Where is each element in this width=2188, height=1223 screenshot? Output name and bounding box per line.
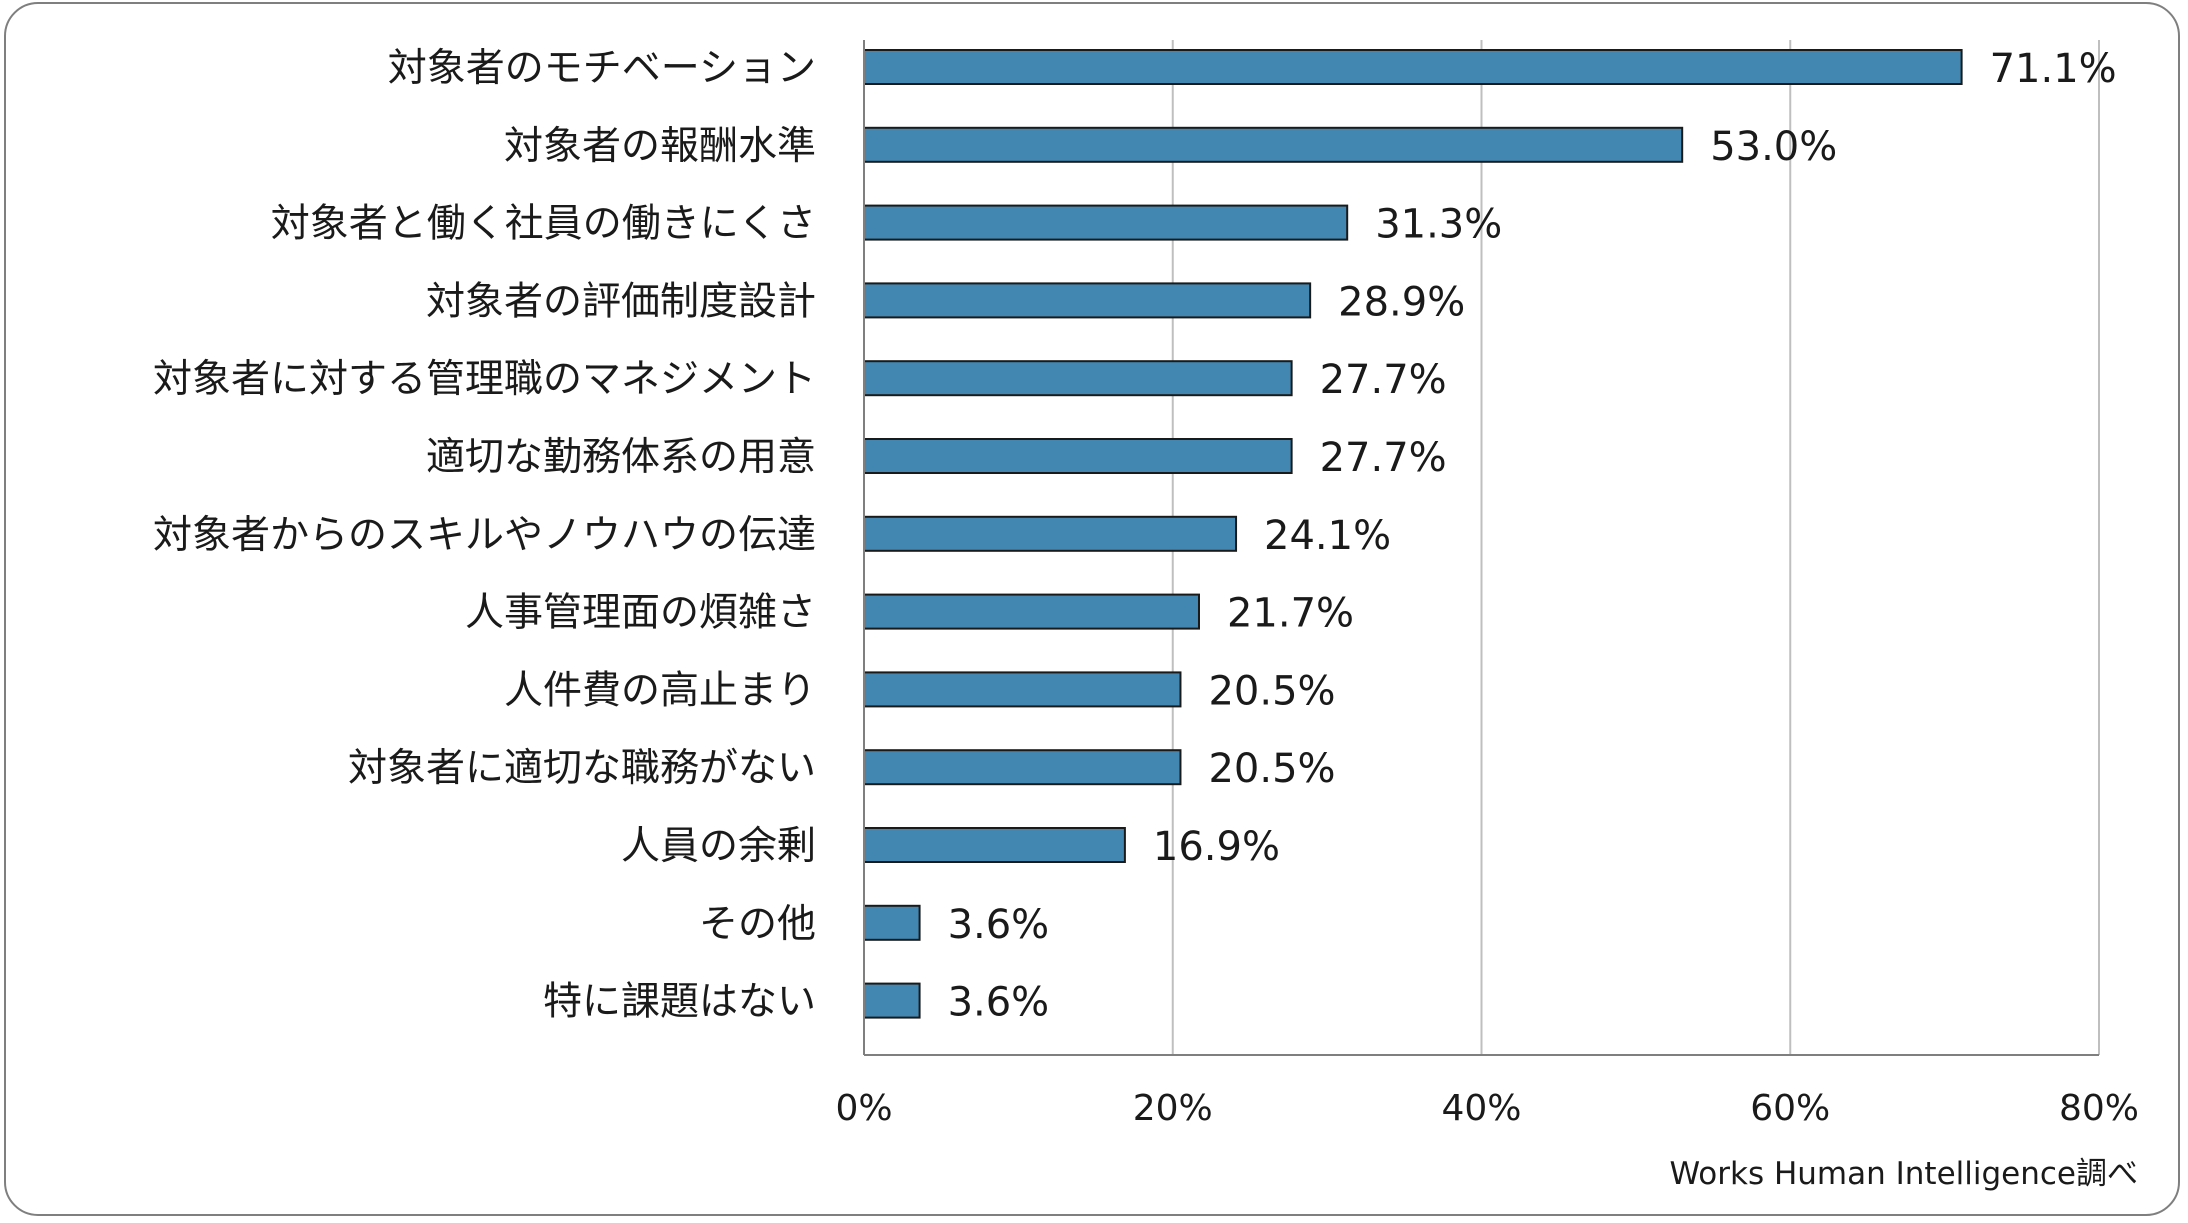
bar [863,204,1349,241]
bar [863,827,1126,863]
category-label: 対象者に対する管理職のマネジメント [153,357,816,402]
bar [863,126,1684,163]
labels: 0% 20% 40% 60% 80% 対象者のモチベーション 71.1% 対象者の報酬水準 53… [153,46,2139,1129]
x-tick-label: 80% [2059,1088,2139,1129]
category-label: 対象者の評価制度設計 [426,279,816,324]
bar [863,982,921,1019]
bar [863,438,1293,474]
data-label: 3.6% [948,902,1050,948]
data-label: 24.1% [1264,513,1391,559]
data-label: 71.1% [1990,46,2117,92]
category-label: 対象者に適切な職務がない [348,746,816,791]
bar [863,515,1238,552]
category-label: 対象者の報酬水準 [504,124,816,169]
data-label: 27.7% [1320,357,1447,403]
bar [863,671,1182,708]
category-label: 人事管理面の煩雑さ [465,591,816,636]
data-label: 31.3% [1375,202,1502,248]
data-label: 20.5% [1208,668,1335,714]
category-label: 対象者のモチベーション [388,46,816,91]
category-label: 特に課題はない [543,980,816,1025]
bar [863,49,1963,85]
bar [863,593,1200,630]
bars [863,49,1963,1019]
data-label: 16.9% [1153,824,1280,870]
bar [863,904,921,941]
x-tick-label: 40% [1441,1088,1521,1129]
category-label: 適切な勤務体系の用意 [426,435,816,480]
data-label: 27.7% [1320,435,1447,481]
x-tick-label: 60% [1750,1088,1830,1129]
category-label: その他 [699,902,816,947]
bar [863,282,1312,319]
data-label: 53.0% [1710,124,1837,170]
axes [863,40,2099,1056]
bar [863,749,1182,786]
x-tick-label: 0% [835,1088,892,1129]
category-label: 対象者からのスキルやノウハウの伝達 [153,513,816,558]
category-label: 対象者と働く社員の働きにくさ [271,202,816,247]
data-label: 28.9% [1338,279,1465,325]
category-label: 人件費の高止まり [504,668,816,713]
bar [863,360,1293,397]
x-tick-label: 20% [1133,1088,1213,1129]
data-label: 21.7% [1227,591,1354,637]
category-label: 人員の余剰 [621,824,816,869]
data-label: 20.5% [1208,746,1335,792]
source-note: Works Human Intelligence調べ [1669,1156,2138,1192]
data-label: 3.6% [948,980,1050,1026]
